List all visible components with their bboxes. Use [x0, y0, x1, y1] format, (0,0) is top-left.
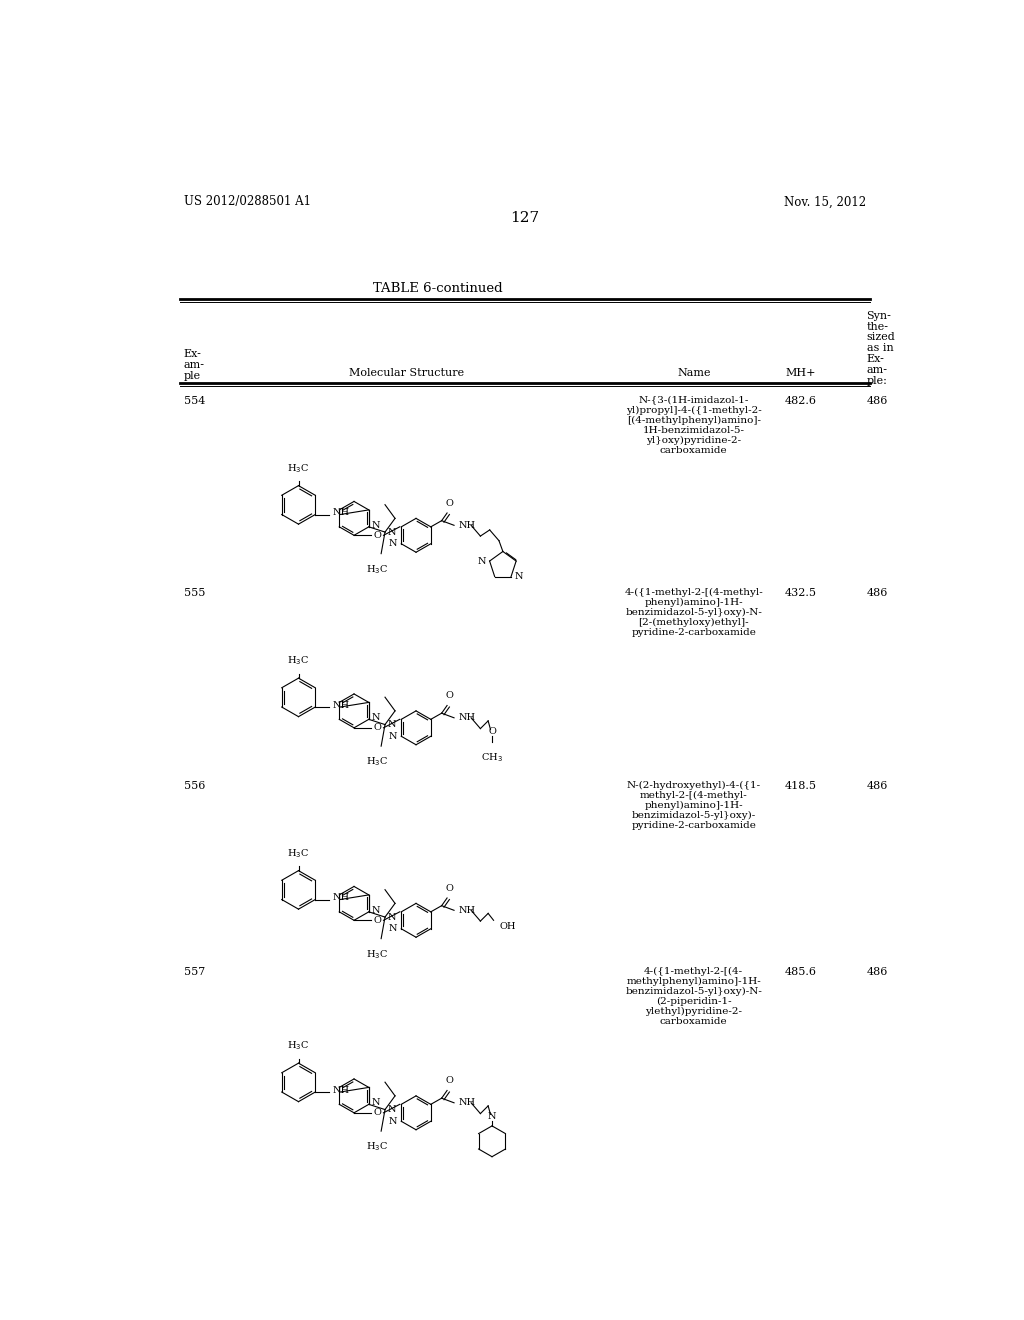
Text: benzimidazol-5-yl}oxy)-N-: benzimidazol-5-yl}oxy)-N-	[626, 987, 762, 997]
Text: H$_3$C: H$_3$C	[367, 1140, 388, 1154]
Text: NH: NH	[333, 701, 349, 710]
Text: benzimidazol-5-yl}oxy)-: benzimidazol-5-yl}oxy)-	[632, 810, 756, 820]
Text: N: N	[389, 731, 397, 741]
Text: 486: 486	[866, 780, 888, 791]
Text: 4-({1-methyl-2-[(4-methyl-: 4-({1-methyl-2-[(4-methyl-	[625, 589, 763, 597]
Text: sized: sized	[866, 333, 895, 342]
Text: O: O	[374, 916, 381, 925]
Text: N: N	[389, 1117, 397, 1126]
Text: O: O	[374, 1109, 381, 1117]
Text: N: N	[387, 721, 396, 729]
Text: 1H-benzimidazol-5-: 1H-benzimidazol-5-	[643, 425, 744, 434]
Text: O: O	[374, 723, 381, 733]
Text: pyridine-2-carboxamide: pyridine-2-carboxamide	[632, 821, 756, 829]
Text: N: N	[371, 906, 380, 915]
Text: H$_3$C: H$_3$C	[288, 1040, 309, 1052]
Text: am-: am-	[183, 360, 205, 370]
Text: NH: NH	[333, 1086, 349, 1096]
Text: pyridine-2-carboxamide: pyridine-2-carboxamide	[632, 628, 756, 638]
Text: H$_3$C: H$_3$C	[367, 948, 388, 961]
Text: N: N	[371, 1098, 380, 1107]
Text: methyl-2-[(4-methyl-: methyl-2-[(4-methyl-	[640, 791, 748, 800]
Text: NH: NH	[459, 1098, 476, 1107]
Text: 418.5: 418.5	[784, 780, 817, 791]
Text: phenyl)amino]-1H-: phenyl)amino]-1H-	[644, 598, 743, 607]
Text: 556: 556	[183, 780, 205, 791]
Text: O: O	[445, 883, 454, 892]
Text: ple: ple	[183, 371, 201, 381]
Text: methylphenyl)amino]-1H-: methylphenyl)amino]-1H-	[627, 977, 761, 986]
Text: CH$_3$: CH$_3$	[481, 751, 503, 764]
Text: 432.5: 432.5	[784, 589, 817, 598]
Text: (2-piperidin-1-: (2-piperidin-1-	[656, 997, 731, 1006]
Text: Ex-: Ex-	[183, 350, 202, 359]
Text: 482.6: 482.6	[784, 396, 817, 405]
Text: N-(2-hydroxyethyl)-4-({1-: N-(2-hydroxyethyl)-4-({1-	[627, 780, 761, 789]
Text: the-: the-	[866, 322, 889, 331]
Text: H$_3$C: H$_3$C	[367, 562, 388, 576]
Text: OH: OH	[500, 921, 516, 931]
Text: as in: as in	[866, 343, 893, 354]
Text: NH: NH	[333, 508, 349, 517]
Text: Molecular Structure: Molecular Structure	[349, 368, 465, 378]
Text: TABLE 6-continued: TABLE 6-continued	[373, 281, 503, 294]
Text: O: O	[445, 499, 454, 508]
Text: 557: 557	[183, 966, 205, 977]
Text: 555: 555	[183, 589, 205, 598]
Text: H$_3$C: H$_3$C	[288, 462, 309, 475]
Text: yl)propyl]-4-({1-methyl-2-: yl)propyl]-4-({1-methyl-2-	[626, 405, 762, 414]
Text: carboxamide: carboxamide	[659, 1016, 728, 1026]
Text: Syn-: Syn-	[866, 312, 892, 321]
Text: NH: NH	[333, 894, 349, 903]
Text: O: O	[374, 531, 381, 540]
Text: H$_3$C: H$_3$C	[288, 655, 309, 668]
Text: N: N	[477, 557, 485, 565]
Text: 485.6: 485.6	[784, 966, 817, 977]
Text: 486: 486	[866, 396, 888, 405]
Text: [(4-methylphenyl)amino]-: [(4-methylphenyl)amino]-	[627, 416, 761, 425]
Text: benzimidazol-5-yl}oxy)-N-: benzimidazol-5-yl}oxy)-N-	[626, 609, 762, 618]
Text: 127: 127	[510, 211, 540, 224]
Text: am-: am-	[866, 364, 888, 375]
Text: N: N	[389, 540, 397, 548]
Text: O: O	[445, 692, 454, 700]
Text: N: N	[515, 572, 523, 581]
Text: O: O	[488, 727, 496, 737]
Text: 486: 486	[866, 589, 888, 598]
Text: Ex-: Ex-	[866, 354, 885, 364]
Text: N: N	[487, 1113, 497, 1121]
Text: O: O	[445, 1076, 454, 1085]
Text: ple:: ple:	[866, 376, 888, 385]
Text: yl}oxy)pyridine-2-: yl}oxy)pyridine-2-	[646, 436, 741, 445]
Text: ylethyl)pyridine-2-: ylethyl)pyridine-2-	[645, 1007, 742, 1016]
Text: H$_3$C: H$_3$C	[288, 847, 309, 859]
Text: phenyl)amino]-1H-: phenyl)amino]-1H-	[644, 800, 743, 809]
Text: carboxamide: carboxamide	[659, 446, 728, 454]
Text: [2-(methyloxy)ethyl]-: [2-(methyloxy)ethyl]-	[638, 618, 750, 627]
Text: 554: 554	[183, 396, 205, 405]
Text: 4-({1-methyl-2-[(4-: 4-({1-methyl-2-[(4-	[644, 966, 743, 975]
Text: H$_3$C: H$_3$C	[367, 755, 388, 768]
Text: NH: NH	[459, 713, 476, 722]
Text: N: N	[371, 713, 380, 722]
Text: NH: NH	[459, 906, 476, 915]
Text: NH: NH	[459, 521, 476, 529]
Text: Name: Name	[677, 368, 711, 378]
Text: 486: 486	[866, 966, 888, 977]
Text: N-{3-(1H-imidazol-1-: N-{3-(1H-imidazol-1-	[639, 396, 749, 404]
Text: US 2012/0288501 A1: US 2012/0288501 A1	[183, 195, 311, 209]
Text: N: N	[387, 1105, 396, 1114]
Text: MH+: MH+	[785, 368, 816, 378]
Text: Nov. 15, 2012: Nov. 15, 2012	[783, 195, 866, 209]
Text: N: N	[389, 924, 397, 933]
Text: N: N	[371, 521, 380, 529]
Text: N: N	[387, 528, 396, 536]
Text: N: N	[387, 912, 396, 921]
